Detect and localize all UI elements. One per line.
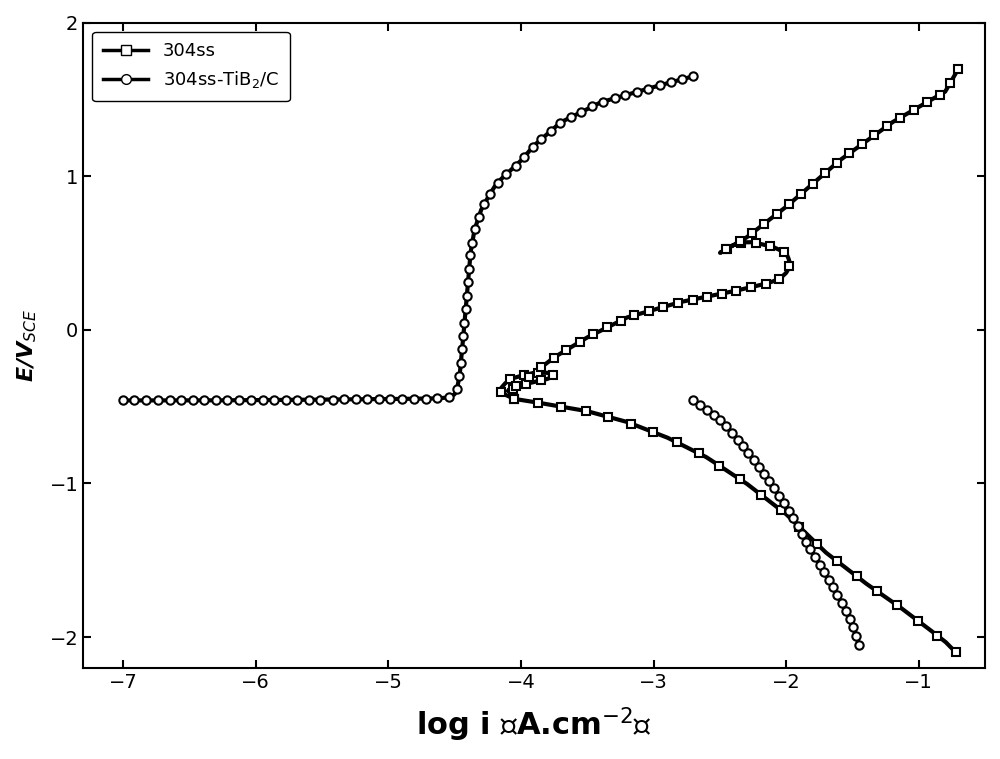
Legend: 304ss, 304ss-TiB$_2$/C: 304ss, 304ss-TiB$_2$/C — [92, 32, 290, 101]
X-axis label: log i （A.cm$^{-2}$）: log i （A.cm$^{-2}$） — [416, 706, 652, 744]
Y-axis label: E/V$_{SCE}$: E/V$_{SCE}$ — [15, 308, 39, 382]
